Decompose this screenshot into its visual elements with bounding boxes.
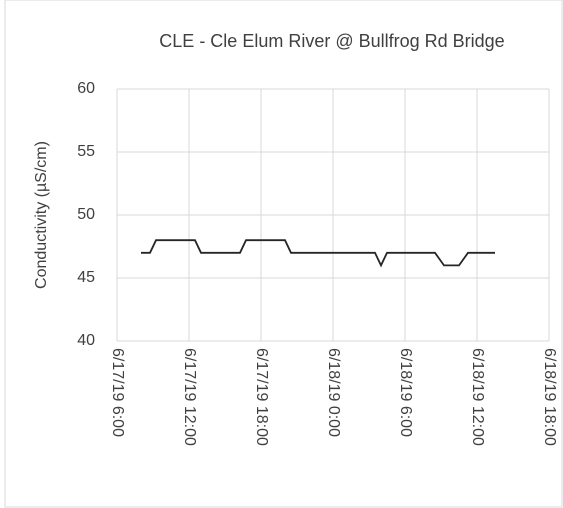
y-tick-label: 45 — [77, 269, 95, 286]
y-axis-label: Conductivity (µS/cm) — [33, 141, 50, 289]
y-tick-label: 40 — [77, 332, 95, 349]
y-tick-label: 55 — [77, 143, 95, 160]
y-tick-label: 60 — [77, 80, 95, 97]
x-tick-label: 6/18/19 0:00 — [325, 348, 342, 437]
data-line — [141, 239, 495, 268]
x-tick-label: 6/18/19 6:00 — [397, 348, 414, 437]
y-tick-label: 50 — [77, 206, 95, 223]
chart-border — [4, 0, 563, 508]
chart-title: CLE - Cle Elum River @ Bullfrog Rd Bridg… — [159, 31, 504, 51]
x-tick-label: 6/18/19 12:00 — [469, 348, 486, 446]
x-tick-label: 6/17/19 6:00 — [109, 348, 126, 437]
x-tick-label: 6/18/19 18:00 — [541, 348, 558, 446]
x-tick-label: 6/17/19 18:00 — [253, 348, 270, 446]
x-tick-label: 6/17/19 12:00 — [181, 348, 198, 446]
